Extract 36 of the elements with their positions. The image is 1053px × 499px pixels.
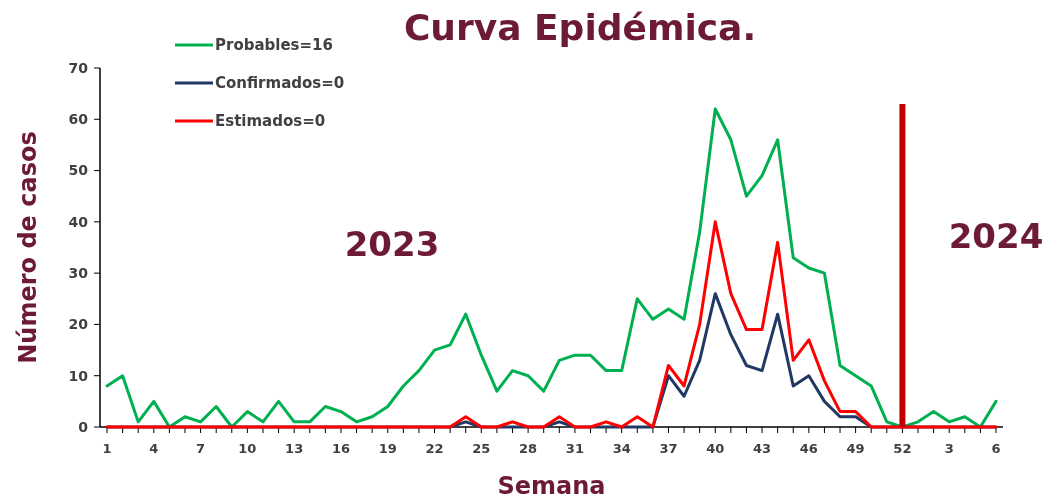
chart-title: Curva Epidémica. xyxy=(403,7,757,48)
x-tick-label: 10 xyxy=(238,441,257,456)
legend-label: Probables=16 xyxy=(215,36,333,55)
y-axis-title: Número de casos xyxy=(14,131,42,364)
x-tick-label: 31 xyxy=(565,441,584,456)
annotation: 2023 xyxy=(344,224,440,264)
y-tick-label: 60 xyxy=(68,111,89,128)
annotation: 2024 xyxy=(948,216,1044,256)
y-tick-label: 10 xyxy=(68,367,89,384)
x-tick-label: 46 xyxy=(799,441,818,456)
x-tick-label: 16 xyxy=(331,441,350,456)
legend-label: Estimados=0 xyxy=(215,112,326,131)
x-tick-label: 22 xyxy=(425,441,444,456)
y-tick-label: 50 xyxy=(68,162,89,179)
x-axis-title: Semana xyxy=(497,472,606,499)
x-tick-label: 4 xyxy=(149,441,159,456)
y-tick-label: 70 xyxy=(68,59,89,76)
x-tick-label: 43 xyxy=(753,441,772,456)
y-tick-label: 40 xyxy=(68,213,89,230)
x-tick-label: 7 xyxy=(196,441,206,456)
x-tick-label: 34 xyxy=(612,441,631,456)
x-tick-label: 52 xyxy=(893,441,912,456)
x-tick-label: 25 xyxy=(472,441,491,456)
legend-label: Confirmados=0 xyxy=(215,74,345,93)
y-tick-label: 20 xyxy=(68,316,89,333)
x-tick-label: 13 xyxy=(285,441,304,456)
y-tick-label: 30 xyxy=(68,265,89,282)
x-tick-label: 37 xyxy=(659,441,678,456)
x-tick-label: 49 xyxy=(846,441,865,456)
y-tick-label: 0 xyxy=(78,418,89,435)
x-tick-label: 40 xyxy=(706,441,725,456)
x-tick-label: 3 xyxy=(944,441,954,456)
x-tick-label: 19 xyxy=(378,441,397,456)
x-tick-label: 28 xyxy=(519,441,538,456)
x-tick-label: 1 xyxy=(102,441,112,456)
x-tick-label: 6 xyxy=(991,441,1001,456)
